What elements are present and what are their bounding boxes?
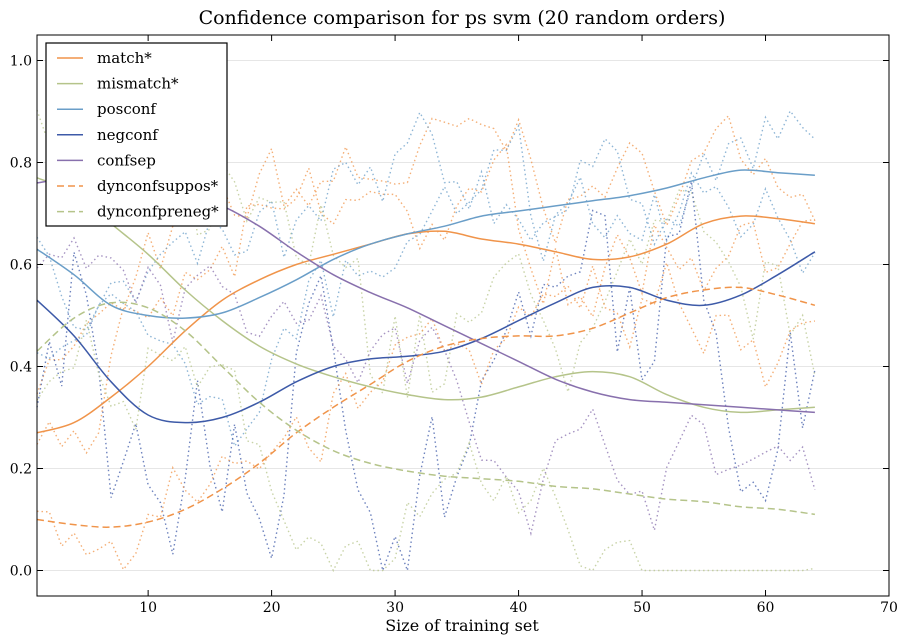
legend-box xyxy=(45,42,228,227)
sample-trace xyxy=(36,109,816,331)
series-line-negconf xyxy=(36,251,816,424)
y-tick-label: 0.0 xyxy=(10,564,32,580)
y-tick-label: 0.6 xyxy=(10,258,32,274)
sample-trace xyxy=(36,319,816,573)
y-tick-label: 0.8 xyxy=(10,156,32,172)
y-tick-label: 1.0 xyxy=(10,54,32,70)
series-line-dynconfpreneg xyxy=(36,301,816,516)
x-tick-label: 70 xyxy=(880,600,898,616)
x-tick-label: 40 xyxy=(510,600,528,616)
sample-trace xyxy=(36,260,816,571)
x-tick-label: 60 xyxy=(757,600,775,616)
legend-label: dynconfsuppos* xyxy=(97,177,219,195)
plot-frame xyxy=(36,34,890,597)
legend-label: dynconfpreneg* xyxy=(97,203,219,221)
x-tick-label: 10 xyxy=(139,600,157,616)
y-tick-label: 0.2 xyxy=(10,462,32,478)
chart-title: Confidence comparison for ps svm (20 ran… xyxy=(199,7,726,29)
legend-label: match* xyxy=(97,49,152,67)
x-tick-label: 30 xyxy=(386,600,404,616)
legend-label: negconf xyxy=(97,126,159,144)
legend: match* mismatch* posconf negconf confsep dync… xyxy=(45,42,228,227)
sample-trace xyxy=(36,181,816,574)
legend-label: mismatch* xyxy=(97,75,179,93)
legend-label: confsep xyxy=(97,151,156,169)
series-line-match xyxy=(36,215,816,434)
sample-trace xyxy=(36,143,816,455)
sample-trace xyxy=(36,114,816,395)
x-tick-label: 50 xyxy=(633,600,651,616)
legend-label: posconf xyxy=(97,100,157,118)
series-line-dynconfsuppos xyxy=(36,286,816,528)
series-line-mismatch xyxy=(36,177,815,414)
x-tick-label: 20 xyxy=(263,600,281,616)
gridlines xyxy=(37,60,889,571)
y-tick-label: 0.4 xyxy=(10,360,32,376)
axis-ticks: 0.0 0.2 0.4 0.6 0.8 1.0 10 20 30 40 50 60 70 xyxy=(10,35,898,616)
x-axis-label: Size of training set xyxy=(385,616,539,635)
